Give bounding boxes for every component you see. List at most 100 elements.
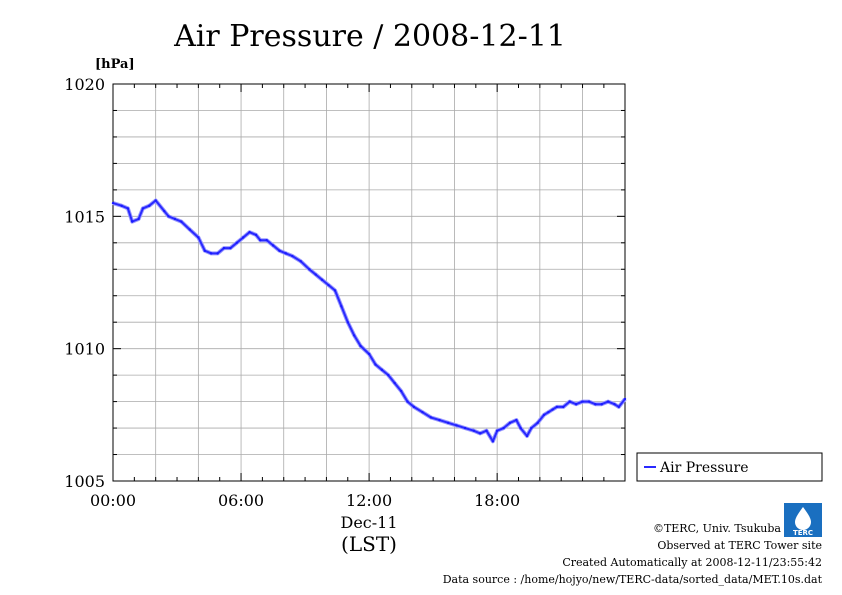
data-point — [515, 418, 518, 422]
data-point — [248, 231, 251, 234]
y-tick-label: 1015 — [64, 207, 105, 226]
x-tick-labels: 00:00 06:00 12:00 18:00 — [90, 491, 520, 510]
data-point — [600, 403, 603, 406]
data-point — [568, 400, 571, 403]
data-point — [542, 413, 546, 417]
data-point — [562, 405, 565, 409]
data-point — [485, 429, 488, 432]
data-point — [111, 201, 115, 205]
data-point — [254, 233, 258, 237]
data-point — [163, 209, 166, 213]
data-point — [463, 426, 467, 430]
data-point — [555, 405, 559, 409]
data-point — [137, 217, 140, 221]
y-tick-labels: 1005 1010 1015 1020 — [64, 75, 105, 491]
copyright-text: ©TERC, Univ. Tsukuba — [653, 522, 781, 535]
data-point — [525, 434, 529, 438]
data-point — [265, 238, 268, 242]
data-point — [222, 246, 226, 250]
data-point — [126, 207, 130, 210]
y-axis-unit: [hPa] — [95, 57, 135, 72]
data-point — [446, 421, 450, 424]
data-point — [308, 268, 311, 271]
data-point — [340, 305, 343, 308]
x-date-label: Dec-11 — [340, 513, 397, 532]
x-axis-label: (LST) — [341, 532, 397, 556]
data-point — [209, 252, 213, 255]
data-point — [399, 389, 403, 393]
source-text: Data source : /home/hojyo/new/TERC-data/… — [443, 573, 823, 586]
data-point — [333, 289, 337, 292]
data-point — [314, 273, 317, 276]
data-point — [502, 426, 505, 430]
x-tick-label: 06:00 — [218, 491, 264, 510]
data-point — [235, 241, 238, 244]
data-point — [623, 397, 627, 401]
data-point — [167, 215, 170, 218]
data-point — [393, 381, 396, 385]
grid — [113, 84, 625, 481]
data-point — [188, 228, 192, 231]
data-point — [271, 244, 275, 247]
y-tick-label: 1010 — [64, 340, 105, 359]
data-point — [406, 400, 409, 403]
y-tick-label: 1005 — [64, 472, 105, 491]
data-point — [455, 424, 458, 427]
data-point — [421, 410, 424, 414]
data-point — [472, 429, 475, 432]
data-point — [536, 421, 539, 424]
data-point — [359, 344, 362, 348]
water-drop-icon — [795, 507, 811, 530]
data-point — [387, 373, 390, 377]
data-point — [495, 429, 499, 432]
data-point — [120, 204, 123, 207]
data-point — [438, 418, 441, 422]
data-point — [327, 283, 330, 287]
legend-box — [636, 452, 823, 482]
data-point — [581, 400, 584, 403]
axis-ticks — [112, 83, 625, 482]
data-point — [299, 260, 303, 263]
site-text: Observed at TERC Tower site — [657, 539, 822, 552]
data-point — [148, 204, 151, 207]
data-point — [284, 252, 288, 255]
data-point — [367, 352, 371, 356]
data-point — [229, 246, 232, 250]
legend: Air Pressure — [636, 452, 823, 482]
data-point — [594, 403, 597, 406]
data-point — [606, 400, 610, 403]
legend-label: Air Pressure — [659, 460, 749, 476]
data-point — [412, 405, 416, 409]
data-point — [530, 426, 533, 430]
data-point — [551, 408, 554, 411]
data-point — [519, 426, 522, 430]
data-point — [291, 254, 294, 258]
data-point — [574, 403, 578, 406]
data-point — [547, 410, 550, 414]
data-point — [197, 236, 200, 239]
x-tick-label: 00:00 — [90, 491, 136, 510]
x-tick-label: 12:00 — [346, 491, 392, 510]
logo-text: TERC — [793, 529, 813, 537]
data-point — [216, 252, 219, 255]
data-point — [429, 416, 433, 419]
x-tick-label: 18:00 — [474, 491, 520, 510]
data-point — [203, 249, 206, 252]
data-point — [259, 238, 262, 242]
data-point — [154, 199, 157, 202]
data-point — [478, 432, 482, 435]
chart-title: Air Pressure / 2008-12-11 — [173, 19, 566, 54]
data-point — [173, 217, 177, 221]
data-point — [131, 220, 134, 223]
data-point — [508, 421, 512, 424]
data-point — [180, 220, 183, 223]
data-point — [613, 403, 616, 406]
data-point — [320, 278, 324, 282]
data-point — [617, 405, 621, 409]
series-air-pressure — [111, 198, 627, 444]
terc-logo: TERC — [784, 503, 822, 537]
data-point — [346, 321, 349, 324]
data-point — [141, 207, 145, 210]
data-point — [241, 236, 245, 239]
